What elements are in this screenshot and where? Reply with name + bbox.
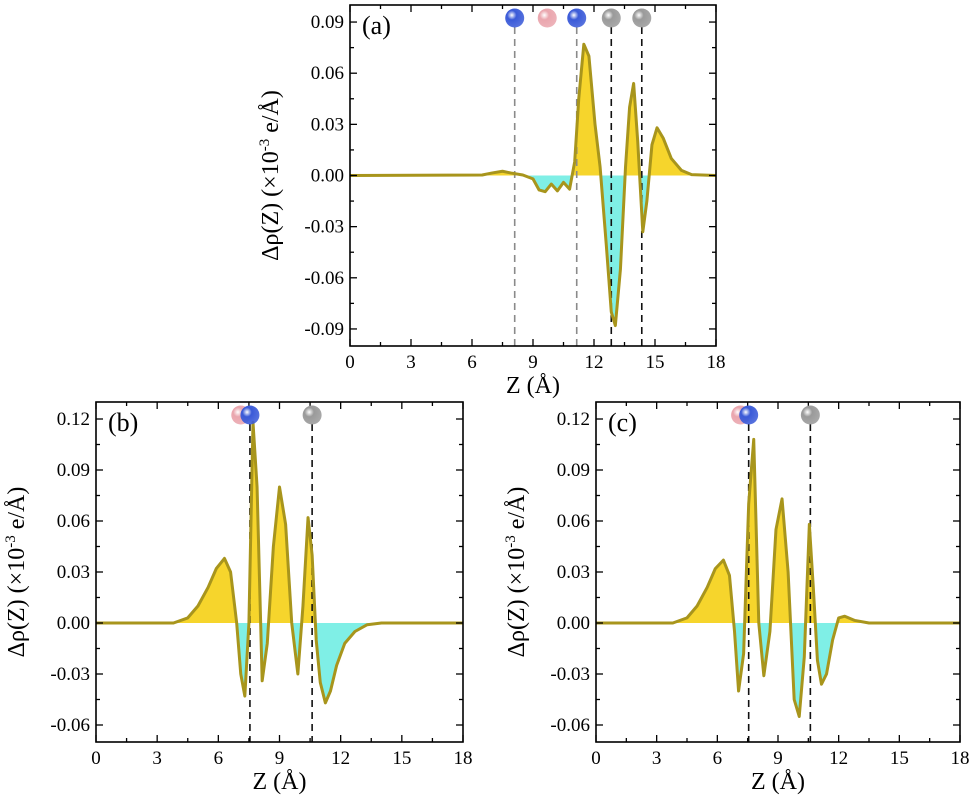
- panel-c-chart: 0 3 6 9 12 15 18 -0.06 -0.03 0.00 0.03 0.06 0.09 0.12…: [503, 401, 970, 795]
- y-axis-title-unit: e/Å): [504, 487, 530, 536]
- x-tick-label: 3: [406, 352, 416, 373]
- y-tick-label: 0.06: [557, 511, 590, 532]
- y-tick-label: -0.06: [50, 715, 90, 736]
- y-axis-title-main: Δρ(Z) (×10: [4, 548, 30, 658]
- y-axis-title-exponent: -3: [257, 139, 273, 152]
- atom-pink-icon: [537, 8, 557, 28]
- y-axis-title-unit: e/Å): [258, 90, 284, 139]
- x-tick-label: 6: [467, 352, 477, 373]
- y-tick-label: -0.03: [550, 664, 590, 685]
- positive-fill-area: [96, 422, 463, 623]
- atom-blue-icon: [505, 8, 525, 28]
- x-tick-label: 6: [214, 748, 224, 769]
- y-tick-label: -0.03: [304, 217, 344, 238]
- y-tick-label: -0.06: [304, 268, 344, 289]
- y-axis-title-exponent: -3: [3, 535, 19, 548]
- x-tick-label: 6: [713, 748, 723, 769]
- x-tick-label: 15: [646, 352, 665, 373]
- y-tick-label: -0.09: [304, 319, 344, 340]
- x-tick-label: 15: [890, 748, 909, 769]
- panel-label: (a): [362, 11, 391, 40]
- atom-blue-icon: [240, 405, 260, 425]
- x-tick-label: 18: [951, 748, 970, 769]
- y-tick-label: -0.06: [550, 715, 590, 736]
- negative-fill-area: [350, 175, 716, 326]
- y-tick-label: 0.03: [57, 562, 90, 583]
- y-axis-title: Δρ(Z) (×10-3 e/Å): [3, 487, 30, 658]
- x-tick-label: 9: [275, 748, 285, 769]
- y-tick-label: -0.03: [50, 664, 90, 685]
- y-tick-label: 0.00: [57, 613, 90, 634]
- y-axis-title: Δρ(Z) (×10-3 e/Å): [257, 90, 284, 261]
- y-tick-label: 0.12: [57, 409, 90, 430]
- y-axis-title-main: Δρ(Z) (×10: [504, 548, 530, 658]
- x-tick-label: 3: [652, 748, 662, 769]
- x-tick-label: 9: [773, 748, 783, 769]
- x-tick-label: 9: [528, 352, 538, 373]
- y-axis-title-unit: e/Å): [4, 487, 30, 536]
- x-tick-label: 18: [454, 748, 473, 769]
- x-axis-title: Z (Å): [253, 769, 307, 795]
- y-tick-label: 0.06: [311, 63, 344, 84]
- x-tick-label: 3: [152, 748, 162, 769]
- atom-blue-icon: [567, 8, 587, 28]
- charge-density-curve: [96, 420, 463, 705]
- x-tick-label: 0: [91, 748, 101, 769]
- x-axis-title: Z (Å): [506, 373, 560, 399]
- y-tick-label: 0.03: [557, 562, 590, 583]
- atom-blue-icon: [739, 405, 759, 425]
- charge-density-curve: [349, 42, 717, 328]
- panel-a-chart: 0 3 6 9 12 15 18 -0.09 -0.06 -0.03 0.00 0.03 0.06 0.0…: [257, 4, 726, 399]
- panel-b-chart: 0 3 6 9 12 15 18 -0.06 -0.03 0.00 0.03 0.06 0.09 0.12…: [3, 401, 473, 795]
- x-tick-label: 12: [331, 748, 350, 769]
- y-tick-label: 0.09: [57, 460, 90, 481]
- y-tick-label: 0.00: [557, 613, 590, 634]
- x-tick-label: 18: [707, 352, 726, 373]
- y-tick-label: 0.09: [557, 460, 590, 481]
- x-axis-title: Z (Å): [751, 769, 805, 795]
- charge-density-curve: [596, 437, 960, 718]
- positive-fill-area: [596, 439, 960, 623]
- atom-gray-icon: [601, 8, 621, 28]
- atom-gray-icon: [632, 8, 652, 28]
- y-axis-title: Δρ(Z) (×10-3 e/Å): [503, 487, 530, 658]
- y-tick-label: 0.00: [311, 166, 344, 187]
- x-tick-label: 12: [585, 352, 604, 373]
- atom-gray-icon: [800, 405, 820, 425]
- positive-fill-area: [350, 44, 716, 176]
- y-axis-title-exponent: -3: [503, 535, 519, 548]
- x-tick-label: 15: [392, 748, 411, 769]
- atom-gray-icon: [302, 405, 322, 425]
- panel-label: (b): [108, 408, 138, 437]
- y-tick-label: 0.03: [311, 114, 344, 135]
- x-tick-label: 0: [345, 352, 355, 373]
- y-axis-title-main: Δρ(Z) (×10: [258, 151, 284, 261]
- y-tick-label: 0.06: [57, 511, 90, 532]
- y-tick-label: 0.09: [311, 12, 344, 33]
- panel-label: (c): [608, 408, 637, 437]
- x-tick-label: 0: [591, 748, 601, 769]
- y-tick-label: 0.12: [557, 409, 590, 430]
- x-tick-label: 12: [829, 748, 848, 769]
